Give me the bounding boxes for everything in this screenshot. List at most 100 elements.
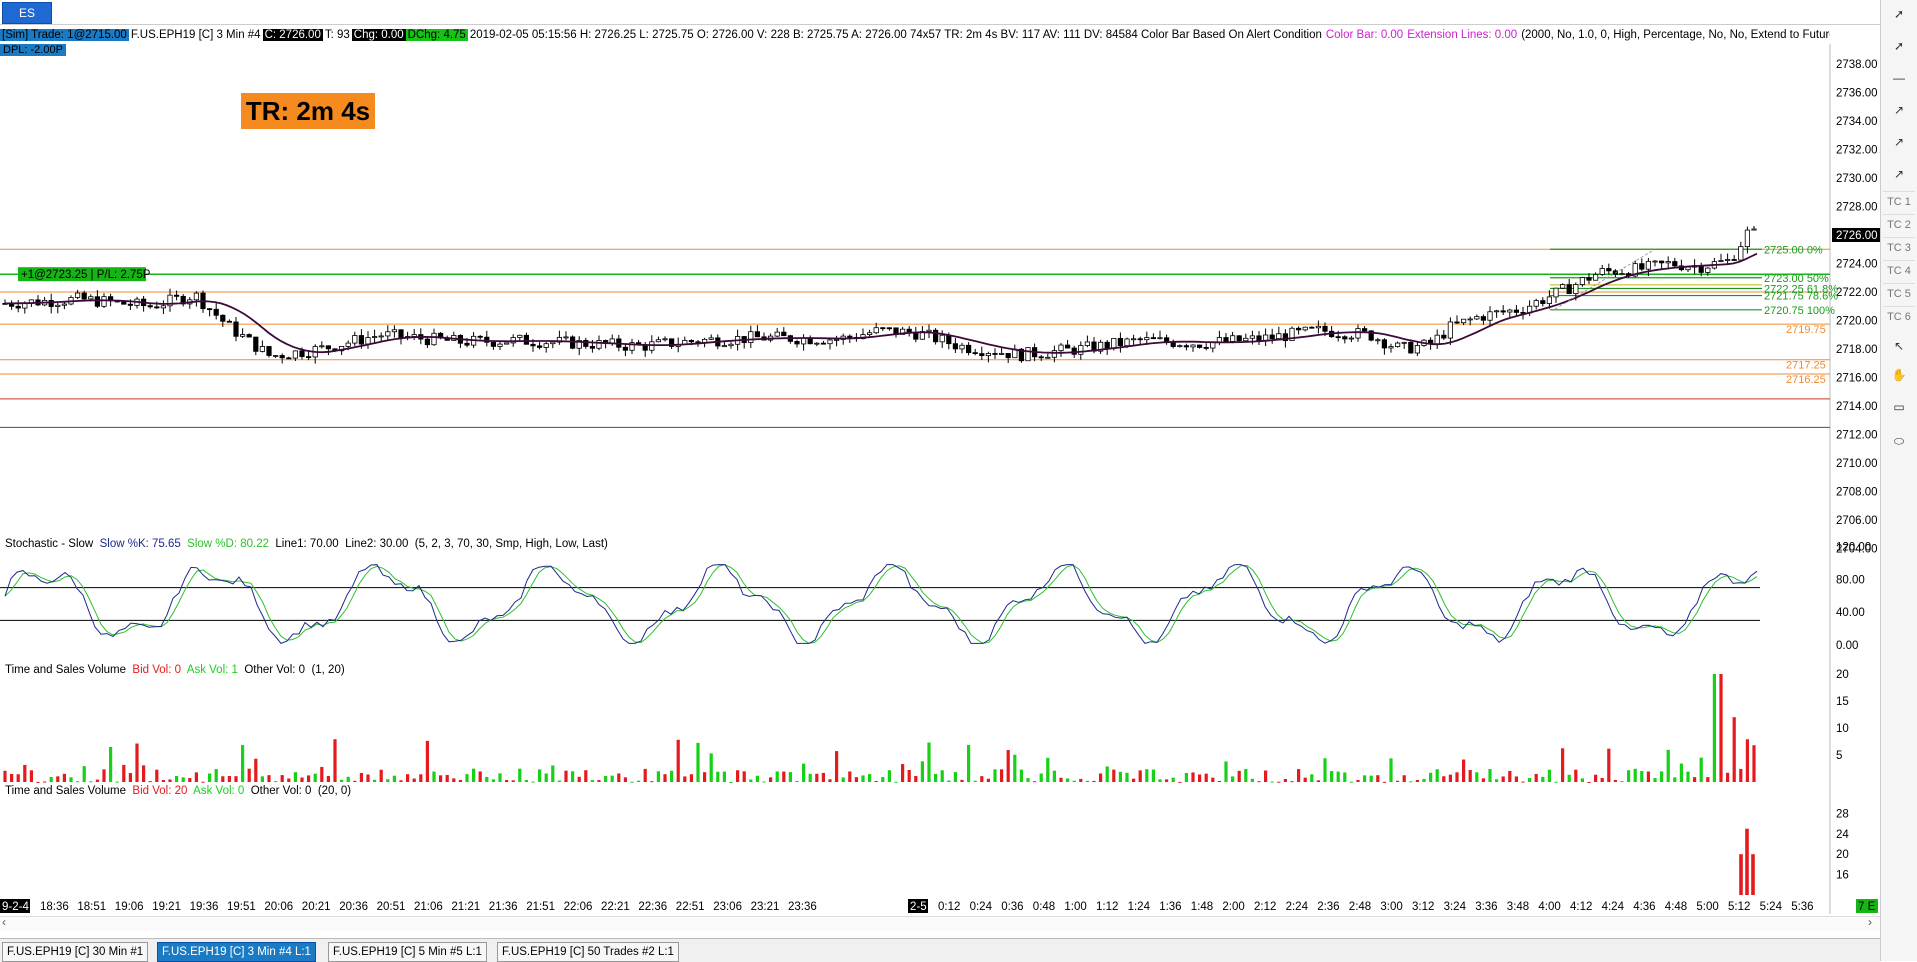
tc-1-button[interactable]: TC 1 <box>1883 191 1915 212</box>
tc-6-button[interactable]: TC 6 <box>1883 306 1915 327</box>
time-label: 23:06 <box>713 901 742 913</box>
tab-3min[interactable]: F.US.EPH19 [C] 3 Min #4 L:1 <box>157 942 316 962</box>
fib-extension-icon[interactable]: ↗ <box>1893 135 1905 149</box>
tsv1-bar <box>1666 749 1670 782</box>
tab-30min[interactable]: F.US.EPH19 [C] 30 Min #1 <box>2 942 149 962</box>
tsv1-bar <box>109 747 113 782</box>
time-label: 19:06 <box>115 901 144 913</box>
tsv1-bar <box>848 771 852 782</box>
horizontal-line-icon[interactable]: — <box>1893 71 1905 85</box>
tsv1-bar <box>617 773 621 782</box>
ticks-label: T: 93 <box>324 29 350 41</box>
tsv1-bar <box>1745 739 1749 782</box>
tsv1-bar <box>16 774 20 782</box>
candle-body <box>1065 344 1071 349</box>
tsv1-bar <box>1495 779 1499 782</box>
candle-body <box>1494 310 1500 313</box>
candle-body <box>1447 321 1453 339</box>
candle-body <box>279 355 285 359</box>
scroll-right-icon[interactable]: › <box>1868 915 1872 929</box>
hand-icon[interactable]: ✋ <box>1891 368 1907 382</box>
tsv1-bar <box>993 769 997 782</box>
tc-2-button[interactable]: TC 2 <box>1883 214 1915 235</box>
tsv2-other: Other Vol: 0 <box>250 785 312 797</box>
tsv1-bar <box>62 773 66 782</box>
candle-body <box>292 350 299 359</box>
tsv1-bar <box>1673 777 1677 782</box>
tsv1-bar <box>808 773 812 782</box>
candle-body <box>1619 273 1625 276</box>
tc-5-button[interactable]: TC 5 <box>1883 283 1915 304</box>
tsv2-bid: Bid Vol: 20 <box>132 785 188 797</box>
tsv1-bar <box>650 781 654 783</box>
tsv1-bar <box>227 776 231 782</box>
tc-3-button[interactable]: TC 3 <box>1883 237 1915 258</box>
tsv1-bar <box>115 781 119 783</box>
tsv1-bar <box>267 775 271 782</box>
tsv1-bar <box>571 771 575 782</box>
candle-body <box>48 299 54 307</box>
tsv1-bar <box>1481 778 1485 782</box>
candle-body <box>345 342 351 347</box>
tsv1-bar <box>1349 781 1353 783</box>
time-label: 22:36 <box>638 901 667 913</box>
tab-50trades[interactable]: F.US.EPH19 [C] 50 Trades #2 L:1 <box>497 942 679 962</box>
tsv1-bar <box>1376 775 1380 782</box>
scroll-left-icon[interactable]: ‹ <box>2 915 6 929</box>
price-tick-label: 2716.00 <box>1836 373 1878 385</box>
horizontal-scrollbar[interactable]: ‹ › <box>0 915 1880 931</box>
candle-body <box>1461 318 1467 324</box>
time-label: 2:00 <box>1222 901 1244 913</box>
tsv1-bar <box>828 779 832 782</box>
tsv1-bar <box>1184 773 1188 782</box>
candle-body <box>550 341 556 345</box>
ellipse-tool-icon[interactable]: ⬭ <box>1893 433 1905 448</box>
tsv1-bar <box>1039 773 1043 782</box>
symbol-tab[interactable]: ES <box>2 2 52 24</box>
time-label: 4:48 <box>1665 901 1687 913</box>
tsv1-bar <box>485 776 489 782</box>
day2-label: 2-5 <box>910 901 927 913</box>
tsv1-bar <box>1019 769 1023 782</box>
tab-5min[interactable]: F.US.EPH19 [C] 5 Min #5 L:1 <box>328 942 487 962</box>
chart-area[interactable]: 2738.00 2736.00 2734.00 2732.00 2730.00 2728.… <box>0 44 1880 914</box>
tsv1-bar <box>689 774 693 782</box>
tsv1-bar <box>1541 776 1545 782</box>
pointer-icon[interactable]: ↖ <box>1893 339 1905 353</box>
candle-body <box>1177 345 1183 348</box>
candle-body <box>563 336 569 339</box>
ray-tool-icon[interactable]: ➚ <box>1893 39 1905 53</box>
price-tick-label: 2704.00 <box>1836 544 1878 556</box>
candle-body <box>1500 310 1506 313</box>
tsv1-other: Other Vol: 0 <box>244 664 306 676</box>
candle-body <box>1058 344 1064 352</box>
window-header: ES <box>0 0 1880 25</box>
tc-4-button[interactable]: TC 4 <box>1883 260 1915 281</box>
tsv1-bar <box>1468 770 1472 782</box>
candle-body <box>1302 326 1308 331</box>
tsv1-bar <box>749 779 753 782</box>
tsv1-bar <box>524 779 528 782</box>
tsv1-bar <box>1752 745 1756 782</box>
tsv1-bar <box>254 758 258 782</box>
tsv1-bar <box>1283 779 1287 782</box>
candle-body <box>1203 347 1209 349</box>
tsv1-bar <box>1719 674 1723 782</box>
candle-body <box>398 329 404 338</box>
candle-body <box>1454 321 1460 324</box>
rectangle-tool-icon[interactable]: ▭ <box>1893 400 1905 414</box>
fib-diagonal <box>1554 248 1656 310</box>
tsv1-bar <box>716 771 720 782</box>
fib-retracement-icon[interactable]: ↗ <box>1893 103 1905 117</box>
candle-body <box>847 335 853 338</box>
tsv1-bar <box>287 778 291 782</box>
time-label: 0:12 <box>938 901 960 913</box>
candle-body <box>213 308 219 316</box>
trendline-tool-icon[interactable]: ➚ <box>1893 7 1905 21</box>
fib-fan-icon[interactable]: ↗ <box>1893 167 1905 181</box>
tsv1-bar <box>478 771 482 782</box>
tsv1-bar <box>531 781 535 783</box>
candle-body <box>985 353 992 357</box>
tsv1-bar <box>1052 770 1056 782</box>
tsv1-bar <box>722 771 726 782</box>
